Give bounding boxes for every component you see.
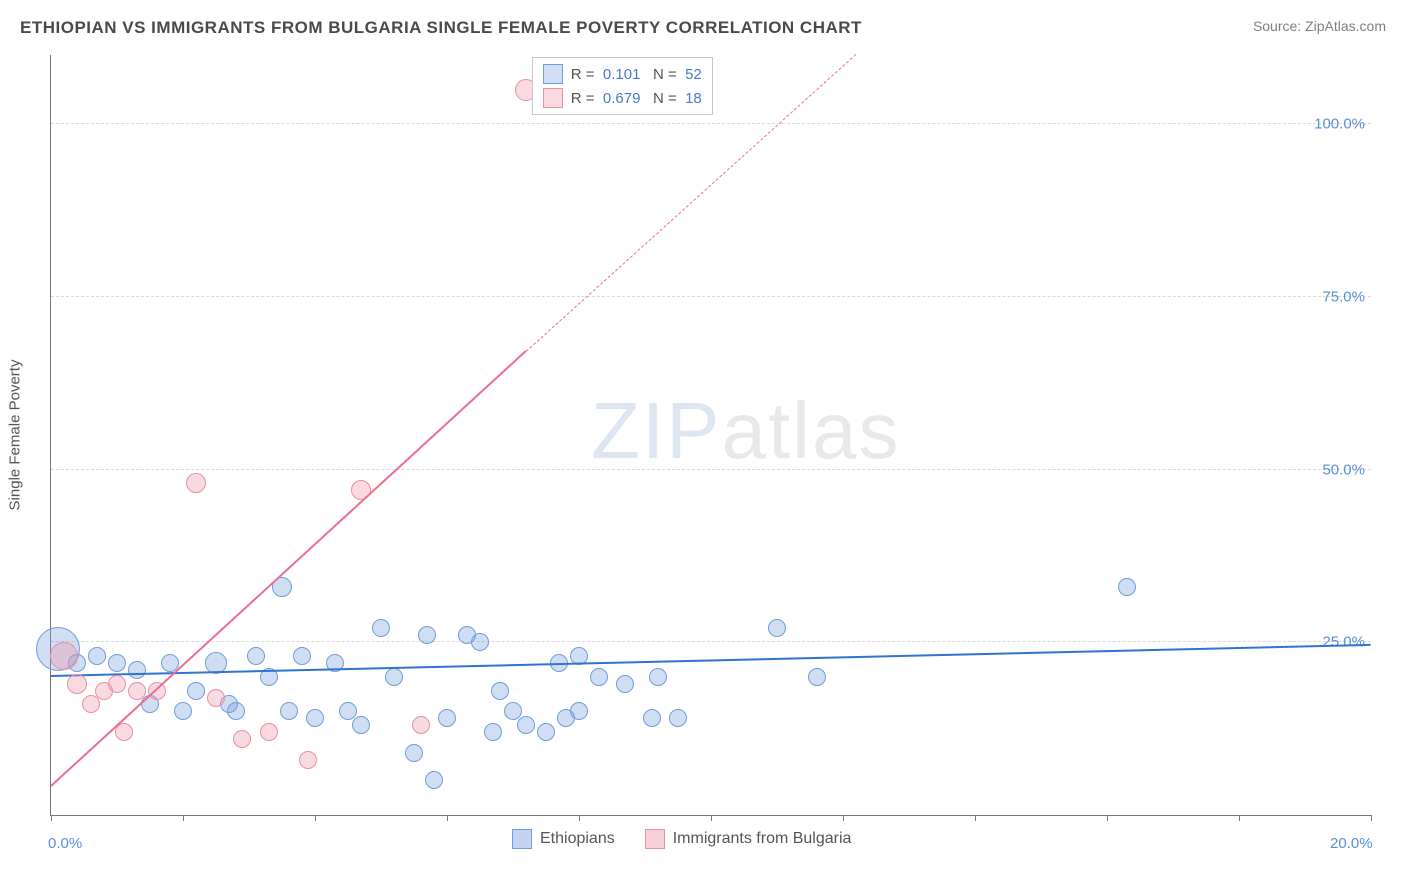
x-tick-mark — [183, 815, 184, 821]
source-attribution: Source: ZipAtlas.com — [1253, 18, 1386, 34]
data-point — [299, 751, 317, 769]
data-point — [372, 619, 390, 637]
gridline — [51, 123, 1371, 124]
data-point — [128, 661, 146, 679]
legend-row: R = 0.101 N = 52 — [543, 62, 702, 86]
gridline — [51, 296, 1371, 297]
data-point — [768, 619, 786, 637]
plot-area: ZIPatlas 25.0% 50.0% 75.0% 100.0% — [50, 55, 1371, 816]
legend-swatch — [543, 64, 563, 84]
legend-row: R = 0.679 N = 18 — [543, 86, 702, 110]
data-point — [280, 702, 298, 720]
data-point — [438, 709, 456, 727]
data-point — [643, 709, 661, 727]
data-point — [385, 668, 403, 686]
watermark: ZIPatlas — [591, 385, 900, 477]
x-tick-right: 20.0% — [1330, 835, 1373, 852]
data-point — [418, 626, 436, 644]
data-point — [405, 744, 423, 762]
y-axis-label: Single Female Poverty — [7, 360, 24, 511]
legend-swatch — [512, 829, 532, 849]
x-tick-mark — [1107, 815, 1108, 821]
legend-label: Ethiopians — [540, 830, 615, 848]
data-point — [649, 668, 667, 686]
data-point — [306, 709, 324, 727]
data-point — [517, 716, 535, 734]
data-point — [187, 682, 205, 700]
data-point — [484, 723, 502, 741]
y-tick-label: 25.0% — [1322, 634, 1365, 651]
data-point — [88, 647, 106, 665]
data-point — [352, 716, 370, 734]
data-point — [227, 702, 245, 720]
data-point — [108, 675, 126, 693]
legend-swatch — [543, 88, 563, 108]
x-tick-mark — [315, 815, 316, 821]
x-tick-mark — [1371, 815, 1372, 821]
data-point — [82, 695, 100, 713]
watermark-atlas: atlas — [721, 386, 900, 475]
data-point — [471, 633, 489, 651]
legend-stats: R = 0.101 N = 52 — [571, 66, 702, 83]
source-value: ZipAtlas.com — [1305, 18, 1386, 34]
data-point — [537, 723, 555, 741]
gridline — [51, 469, 1371, 470]
data-point — [491, 682, 509, 700]
data-point — [174, 702, 192, 720]
data-point — [50, 642, 78, 670]
legend-stats: R = 0.679 N = 18 — [571, 90, 702, 107]
data-point — [67, 674, 87, 694]
x-tick-mark — [1239, 815, 1240, 821]
y-tick-label: 75.0% — [1322, 288, 1365, 305]
y-tick-label: 100.0% — [1314, 116, 1365, 133]
chart-title: ETHIOPIAN VS IMMIGRANTS FROM BULGARIA SI… — [20, 18, 862, 38]
data-point — [128, 682, 146, 700]
x-tick-mark — [51, 815, 52, 821]
x-tick-mark — [579, 815, 580, 821]
data-point — [293, 647, 311, 665]
data-point — [412, 716, 430, 734]
x-tick-left: 0.0% — [48, 835, 82, 852]
data-point — [1118, 578, 1136, 596]
data-point — [808, 668, 826, 686]
data-point — [669, 709, 687, 727]
watermark-zip: ZIP — [591, 386, 721, 475]
y-tick-label: 50.0% — [1322, 461, 1365, 478]
data-point — [425, 771, 443, 789]
regression-line — [50, 350, 527, 787]
x-tick-mark — [975, 815, 976, 821]
data-point — [260, 723, 278, 741]
source-label: Source: — [1253, 18, 1305, 34]
data-point — [351, 480, 371, 500]
data-point — [570, 702, 588, 720]
chart-header: ETHIOPIAN VS IMMIGRANTS FROM BULGARIA SI… — [20, 18, 1386, 38]
series-legend: Ethiopians Immigrants from Bulgaria — [512, 829, 851, 849]
data-point — [233, 730, 251, 748]
gridline — [51, 641, 1371, 642]
legend-swatch — [645, 829, 665, 849]
data-point — [186, 473, 206, 493]
data-point — [616, 675, 634, 693]
data-point — [207, 689, 225, 707]
legend-label: Immigrants from Bulgaria — [673, 830, 852, 848]
correlation-legend: R = 0.101 N = 52 R = 0.679 N = 18 — [532, 57, 713, 115]
data-point — [590, 668, 608, 686]
x-tick-mark — [711, 815, 712, 821]
legend-item: Ethiopians — [512, 829, 615, 849]
x-tick-mark — [447, 815, 448, 821]
x-tick-mark — [843, 815, 844, 821]
data-point — [108, 654, 126, 672]
legend-item: Immigrants from Bulgaria — [645, 829, 852, 849]
data-point — [247, 647, 265, 665]
